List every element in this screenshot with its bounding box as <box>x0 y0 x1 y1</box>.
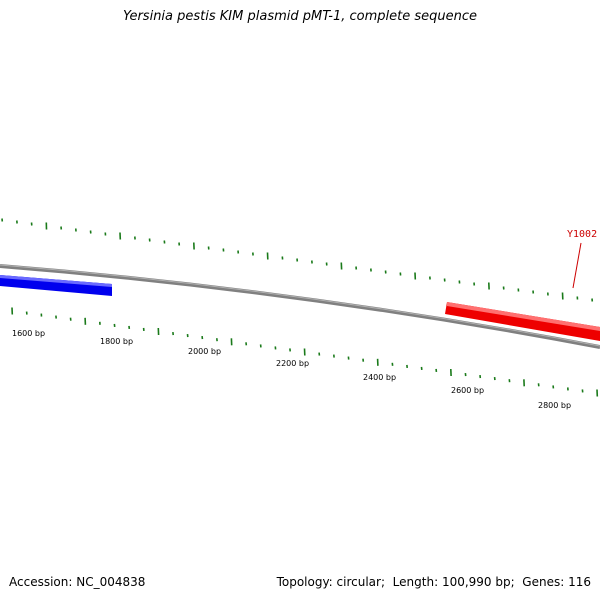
length-value: 100,990 bp <box>441 575 511 589</box>
scale-label: 2000 bp <box>188 347 221 356</box>
gene-red[interactable]: Y1002 <box>445 229 600 341</box>
separator: ; <box>510 575 519 589</box>
gene-red-label: Y1002 <box>567 229 597 240</box>
scale-label-row: 1600 bp 1800 bp 2000 bp 2200 bp 2400 bp 2600 … <box>12 329 571 410</box>
topology-label: Topology: <box>276 575 333 589</box>
separator: ; <box>380 575 389 589</box>
scale-label: 1800 bp <box>100 337 133 346</box>
scale-label: 2800 bp <box>538 401 571 410</box>
length-label: Length: <box>392 575 439 589</box>
genes-value: 116 <box>568 575 591 589</box>
gene-red-highlight <box>447 302 600 331</box>
sequence-backbone-highlight <box>0 264 600 347</box>
topology-value: circular <box>336 575 381 589</box>
scale-label: 2600 bp <box>451 386 484 395</box>
accession-value: NC_004838 <box>76 575 146 589</box>
gene-blue[interactable] <box>0 275 112 296</box>
accession-label: Accession: <box>9 575 73 589</box>
scale-label: 2400 bp <box>363 373 396 382</box>
genes-label: Genes: <box>522 575 565 589</box>
sequence-summary: Topology: circular; Length: 100,990 bp; … <box>277 575 591 589</box>
inner-tick-row <box>11 307 599 397</box>
outer-tick-row <box>1 218 594 302</box>
scale-label: 2200 bp <box>276 359 309 368</box>
sequence-backbone <box>0 264 600 349</box>
gene-blue-highlight <box>0 275 112 287</box>
scale-label: 1600 bp <box>12 329 45 338</box>
accession-info: Accession: NC_004838 <box>9 575 145 589</box>
gene-red-label-leader <box>572 242 582 289</box>
map-title: Yersinia pestis KIM plasmid pMT-1, compl… <box>122 9 478 24</box>
